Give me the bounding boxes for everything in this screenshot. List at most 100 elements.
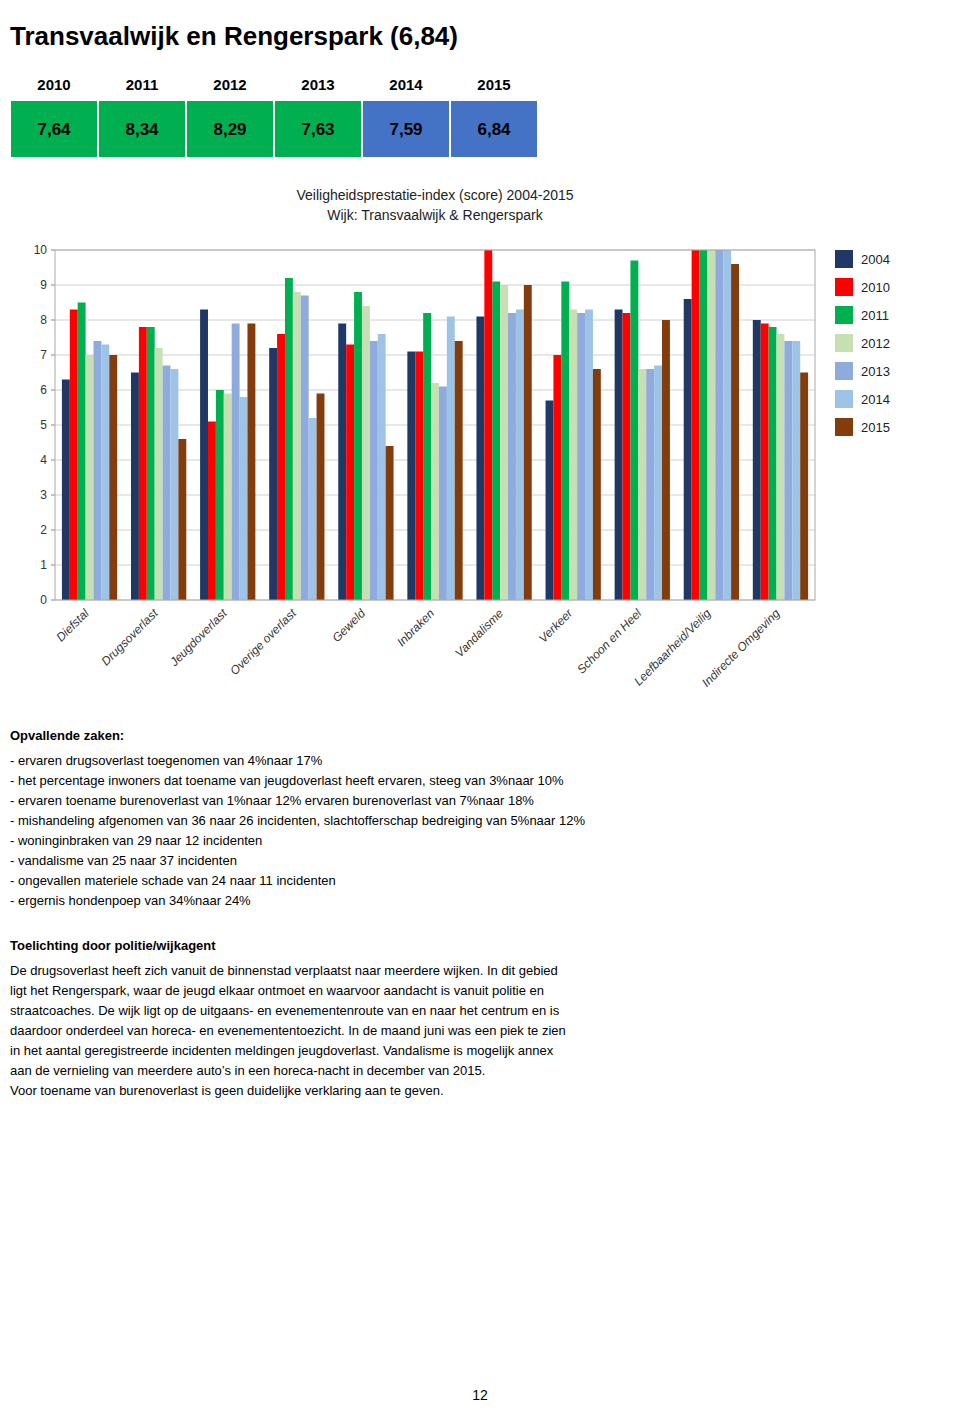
page-title: Transvaalwijk en Rengerspark (6,84)	[10, 21, 458, 51]
bar	[700, 250, 708, 600]
year-label: 2014	[389, 76, 423, 93]
x-tick-label: Geweld	[329, 606, 368, 645]
bar	[309, 418, 317, 600]
bar	[200, 310, 208, 601]
y-tick-label: 2	[40, 523, 47, 537]
y-tick	[51, 460, 55, 461]
y-tick	[51, 355, 55, 356]
text-line: straatcoaches. De wijk ligt op de uitgaa…	[10, 1003, 560, 1018]
bar	[638, 369, 646, 600]
page-number: 12	[472, 1387, 488, 1403]
text-block-title: Opvallende zaken:	[10, 728, 124, 743]
bar	[646, 369, 654, 600]
bar	[131, 373, 139, 601]
text-block: Toelichting door politie/wijkagent De dru…	[10, 938, 566, 1098]
bar	[569, 310, 577, 601]
x-tick-label: Inbraken	[394, 606, 437, 649]
bar	[715, 250, 723, 600]
bar	[147, 327, 155, 600]
year-cell	[362, 100, 450, 158]
chart-title: Veiligheidsprestatie-index (score) 2004-…	[296, 187, 573, 203]
y-tick	[51, 320, 55, 321]
bar	[753, 320, 761, 600]
bar	[585, 310, 593, 601]
bar	[431, 383, 439, 600]
bar	[354, 292, 362, 600]
text-line: - woninginbraken van 29 naar 12 incident…	[10, 833, 262, 848]
text-line: - ervaren drugsoverlast toegenomen van 4…	[10, 753, 323, 768]
y-tick-label: 8	[40, 313, 47, 327]
plot-frame	[55, 250, 815, 600]
text-line: De drugsoverlast heeft zich vanuit de bi…	[10, 963, 558, 978]
legend-label: 2010	[861, 280, 890, 295]
bar	[593, 369, 601, 600]
bar	[553, 355, 561, 600]
x-tick-label: Verkeer	[536, 606, 576, 646]
bar	[761, 324, 769, 601]
x-tick-label: Schoon en Heel	[574, 606, 645, 677]
bar	[277, 334, 285, 600]
bar	[224, 394, 232, 601]
bar	[723, 250, 731, 600]
bar	[240, 397, 248, 600]
bar	[232, 324, 240, 601]
year-cell	[450, 100, 538, 158]
year-cell	[10, 100, 98, 158]
bar	[577, 313, 585, 600]
year-cell	[98, 100, 186, 158]
bar	[654, 366, 662, 601]
bar	[346, 345, 354, 601]
y-tick-label: 10	[34, 243, 48, 257]
text-line: Voor toename van burenoverlast is geen d…	[10, 1083, 444, 1098]
year-label: 2010	[37, 76, 70, 93]
bar	[630, 261, 638, 601]
text-line: daardoor onderdeel van horeca- en evenem…	[10, 1023, 566, 1038]
bar	[707, 250, 715, 600]
y-tick-label: 4	[40, 453, 47, 467]
bar	[178, 439, 186, 600]
chart-subtitle: Wijk: Transvaalwijk & Rengerspark	[327, 207, 544, 223]
year-value: 7,63	[301, 120, 334, 139]
legend-label: 2011	[861, 308, 889, 323]
legend: 2004201020112012201320142015	[835, 250, 890, 436]
bar	[370, 341, 378, 600]
bars	[62, 250, 808, 600]
legend-swatch	[835, 418, 853, 436]
bar	[407, 352, 415, 601]
text-block-title: Toelichting door politie/wijkagent	[10, 938, 216, 953]
bar	[777, 334, 785, 600]
text-line: - het percentage inwoners dat toename va…	[10, 773, 564, 788]
text-line: in het aantal geregistreerde incidenten …	[10, 1043, 554, 1058]
bar	[285, 278, 293, 600]
y-tick-label: 0	[40, 593, 47, 607]
text-line: - ergernis hondenpoep van 34%naar 24%	[10, 893, 251, 908]
bar	[455, 341, 463, 600]
text-block: Opvallende zaken: - ervaren drugsoverlast…	[10, 728, 585, 908]
bar	[93, 341, 101, 600]
bar	[792, 341, 800, 600]
text-line: - ervaren toename burenoverlast van 1%na…	[10, 793, 534, 808]
page: Transvaalwijk en Rengerspark (6,84)20107…	[0, 0, 960, 1427]
bar	[70, 310, 78, 601]
legend-swatch	[835, 278, 853, 296]
bar	[362, 306, 370, 600]
bar	[62, 380, 70, 601]
bar	[692, 250, 700, 600]
y-tick	[51, 425, 55, 426]
bar	[338, 324, 346, 601]
bar	[684, 299, 692, 600]
bar	[86, 355, 94, 600]
bar	[731, 264, 739, 600]
bar	[769, 327, 777, 600]
bar	[561, 282, 569, 601]
bar	[508, 313, 516, 600]
y-tick-label: 3	[40, 488, 47, 502]
year-label: 2012	[213, 76, 246, 93]
bar	[447, 317, 455, 601]
bar	[476, 317, 484, 601]
year-label: 2011	[126, 76, 159, 93]
legend-swatch	[835, 334, 853, 352]
y-tick	[51, 565, 55, 566]
bar	[784, 341, 792, 600]
legend-label: 2013	[861, 364, 890, 379]
